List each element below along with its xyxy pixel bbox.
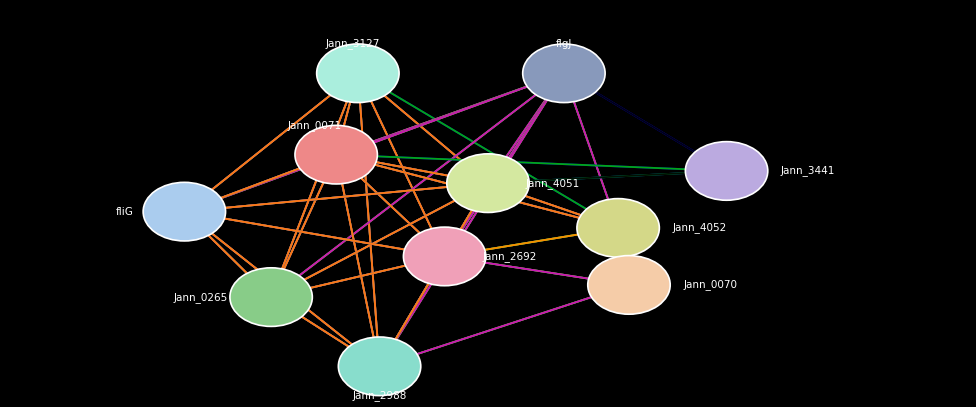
Ellipse shape <box>403 227 486 286</box>
Ellipse shape <box>588 256 671 314</box>
Text: Jann_2988: Jann_2988 <box>352 390 407 401</box>
Text: Jann_2692: Jann_2692 <box>482 251 537 262</box>
Text: Jann_3441: Jann_3441 <box>781 166 835 176</box>
Text: Jann_0070: Jann_0070 <box>683 280 737 290</box>
Text: Jann_0265: Jann_0265 <box>174 292 227 302</box>
Text: Jann_3127: Jann_3127 <box>325 39 380 49</box>
Ellipse shape <box>295 125 378 184</box>
Ellipse shape <box>143 182 225 241</box>
Text: Jann_0071: Jann_0071 <box>287 120 342 131</box>
Ellipse shape <box>447 154 529 212</box>
Ellipse shape <box>577 199 660 257</box>
Ellipse shape <box>230 268 312 326</box>
Ellipse shape <box>316 44 399 103</box>
Ellipse shape <box>339 337 421 396</box>
Text: fliG: fliG <box>116 207 134 217</box>
Text: flgJ: flgJ <box>555 39 572 49</box>
Text: Jann_4052: Jann_4052 <box>672 223 726 233</box>
Text: Jann_4051: Jann_4051 <box>526 178 580 188</box>
Ellipse shape <box>523 44 605 103</box>
Ellipse shape <box>685 142 768 200</box>
